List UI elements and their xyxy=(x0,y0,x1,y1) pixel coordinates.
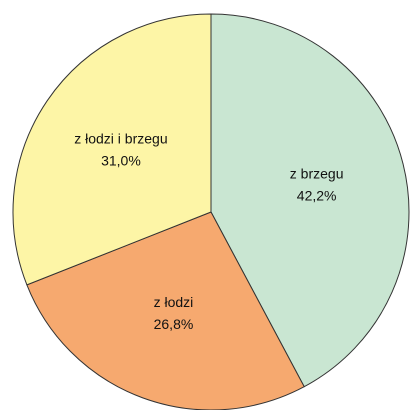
slice-label: z brzegu xyxy=(290,165,344,181)
slice-value-label: 26,8% xyxy=(154,316,194,332)
pie-slice xyxy=(12,13,212,286)
slice-label: z łodzi xyxy=(154,294,194,310)
pie-slice xyxy=(210,13,410,388)
slice-label: z łodzi i brzegu xyxy=(74,130,167,146)
slice-value-label: 42,2% xyxy=(297,187,337,203)
pie-slice xyxy=(26,211,305,410)
slice-value-label: 31,0% xyxy=(101,152,141,168)
